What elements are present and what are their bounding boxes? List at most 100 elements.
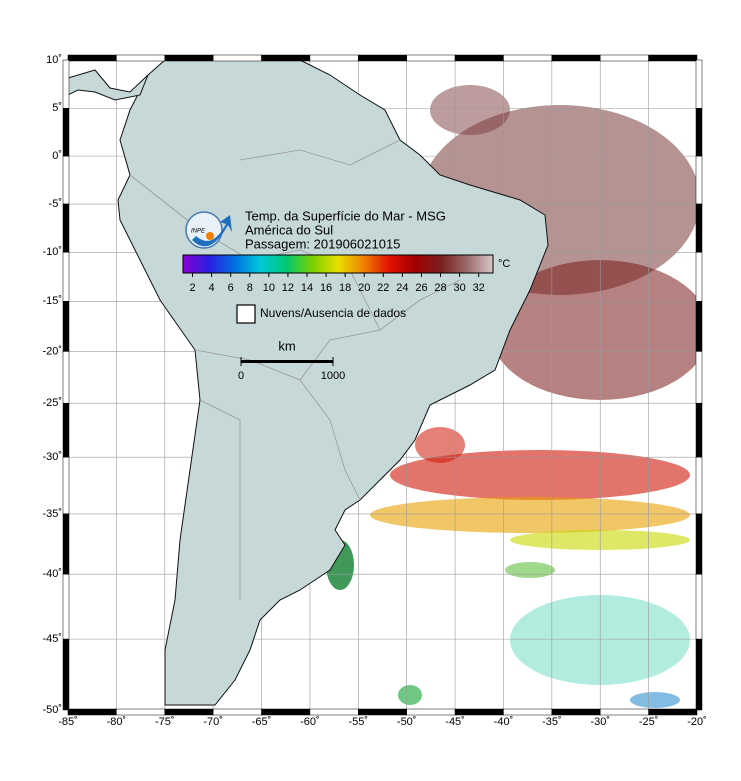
colorbar-tick-label: 4 [209,282,215,294]
frame-segment [406,708,456,716]
frame-segment [261,54,311,62]
frame-segment [358,708,407,716]
frame-segment [212,54,262,62]
y-tick-label: -40˚ [42,568,62,580]
x-tick-label: -40˚ [494,716,514,728]
frame-segment [406,54,456,62]
frame-segment [212,708,262,716]
sst-patch [370,497,690,533]
colorbar [182,254,494,274]
colorbar-tick-label: 22 [377,282,389,294]
sst-patch [505,562,555,578]
frame-segment [599,54,649,62]
frame-segment [695,155,703,205]
x-tick-label: -50˚ [397,716,417,728]
frame-segment [695,301,703,352]
colorbar-unit: °C [498,258,510,270]
frame-segment [62,638,70,711]
x-tick-label: -35˚ [542,716,562,728]
sst-patch [630,692,680,708]
colorbar-tick-label: 30 [453,282,465,294]
frame-segment [695,573,703,640]
x-tick-label: -55˚ [349,716,369,728]
x-tick-label: -70˚ [203,716,223,728]
frame-segment [309,708,359,716]
colorbar-tick-label: 14 [301,282,313,294]
scale-unit: km [278,338,295,353]
colorbar-tick-label: 8 [247,282,253,294]
frame-segment [551,708,601,716]
frame-segment [62,351,70,404]
y-tick-label: -25˚ [42,397,62,409]
colorbar-tick-label: 6 [228,282,234,294]
sst-patch [415,427,465,463]
colorbar-tick-label: 16 [320,282,332,294]
sst-patch [490,260,697,400]
legend-label: Nuvens/Ausencia de dados [260,306,406,320]
y-tick-label: -30˚ [42,451,62,463]
frame-segment [309,54,359,62]
colorbar-tick-label: 18 [339,282,351,294]
country-borders [129,139,461,600]
y-tick-label: -35˚ [42,508,62,520]
x-tick-label: -80˚ [107,716,127,728]
x-tick-label: -45˚ [445,716,465,728]
frame-segment [599,708,649,716]
frame-segment [62,402,70,458]
scale-bar [241,360,333,363]
logo-arrow [192,215,232,247]
frame-segment [116,708,166,716]
scale-tick-label: 0 [238,370,244,382]
frame-segment [164,54,214,62]
colorbar-tick-label: 32 [473,282,485,294]
frame-segment [62,155,70,205]
frame-segment [62,59,70,109]
y-tick-label: 10˚ [46,54,62,66]
y-tick-label: 5˚ [52,102,62,114]
frame-segment [62,203,70,253]
frame-segment [695,108,703,157]
colorbar-tick-label: 12 [282,282,294,294]
frame-segment [648,54,698,62]
logo: INPE [185,211,232,249]
scale-tick-label: 1000 [321,370,345,382]
frame-segment [454,708,504,716]
central-america [68,69,149,101]
frame-segment [62,513,70,575]
frame-segment [454,54,504,62]
frame-segment [695,638,703,711]
y-tick-label: -45˚ [42,633,62,645]
x-tick-label: -75˚ [155,716,175,728]
frame-segment [551,54,601,62]
colorbar-tick-label: 26 [415,282,427,294]
colorbar-tick-label: 24 [396,282,408,294]
frame-segment [695,402,703,458]
sst-patch [398,685,422,705]
frame-segment [62,301,70,352]
frame-segment [695,59,703,109]
frame-segment [62,108,70,157]
frame-segment [164,708,214,716]
colorbar-tick-label: 2 [189,282,195,294]
y-tick-label: -5˚ [49,198,62,210]
frame-segment [695,252,703,302]
x-tick-label: -25˚ [639,716,659,728]
frame-segment [358,54,407,62]
x-tick-label: -65˚ [252,716,272,728]
frame-segment [62,456,70,515]
frame-segment [503,708,553,716]
x-tick-label: -85˚ [58,716,78,728]
frame-segment [62,252,70,302]
frame-segment [695,456,703,515]
logo-dot [206,232,214,240]
frame-segment [67,708,117,716]
x-tick-label: -60˚ [300,716,320,728]
colorbar-tick-label: 28 [434,282,446,294]
y-tick-label: -10˚ [42,246,62,258]
frame-segment [67,54,117,62]
frame-segment [695,351,703,404]
pass-time: Passagem: 201906021015 [245,236,400,251]
sst-patch [430,85,510,135]
y-tick-label: -15˚ [42,295,62,307]
frame-segment [695,513,703,575]
